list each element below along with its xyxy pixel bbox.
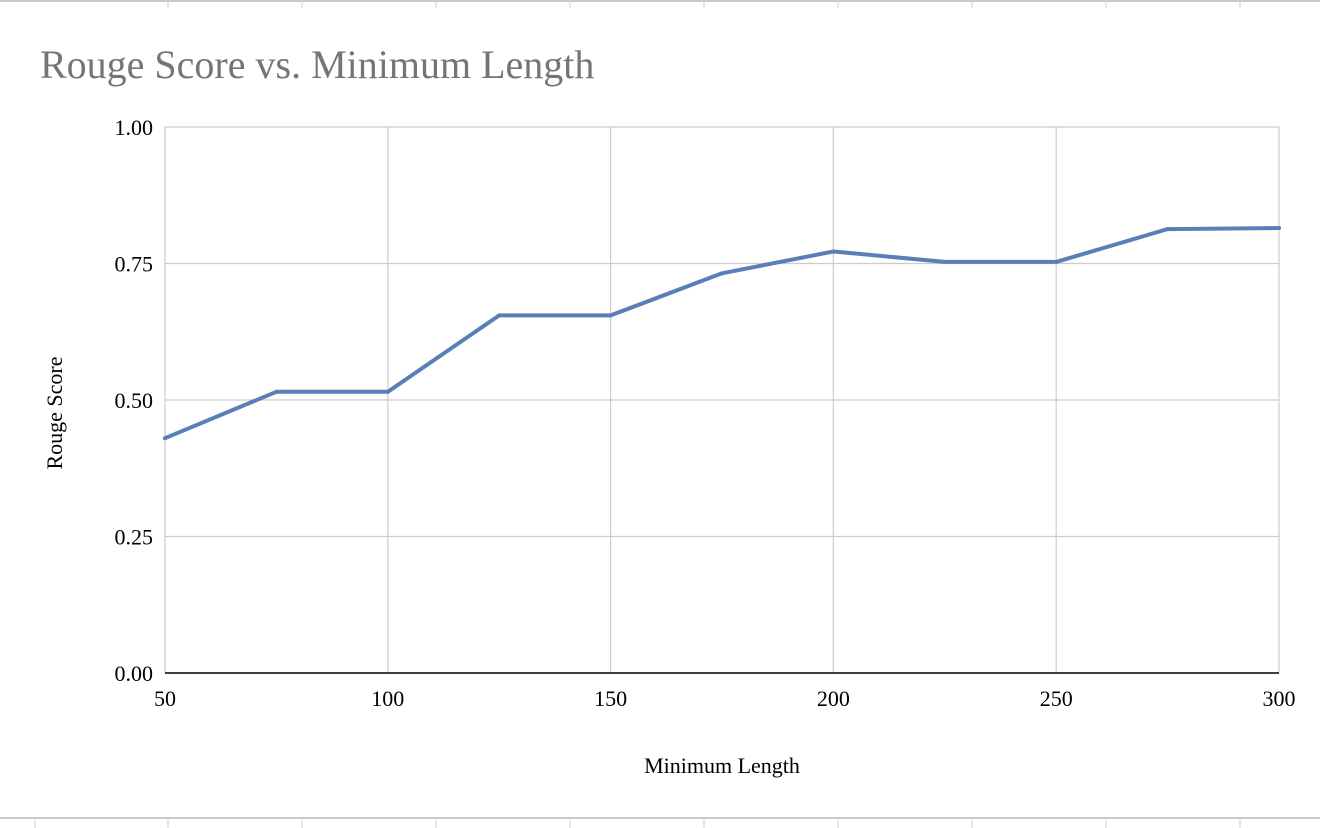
data-point [385, 389, 390, 394]
cell-divider-stubs [34, 0, 1241, 828]
data-point [163, 436, 167, 441]
data-point [1054, 259, 1059, 264]
x-tick-label: 300 [1263, 686, 1296, 711]
x-axis-label: Minimum Length [644, 753, 800, 778]
y-tick-label: 0.50 [115, 388, 154, 413]
x-tick-label: 100 [371, 686, 404, 711]
data-point [497, 313, 502, 318]
data-point [1165, 227, 1170, 232]
data-point [720, 271, 724, 276]
y-tick-label: 1.00 [115, 115, 154, 140]
gridlines [164, 126, 1280, 674]
y-tick-label: 0.25 [115, 525, 154, 550]
x-tick-label: 250 [1040, 686, 1073, 711]
x-tick-label: 50 [154, 686, 176, 711]
data-point [1277, 226, 1281, 231]
y-tick-labels: 0.00 0.25 0.50 0.75 1.00 [115, 115, 154, 686]
data-point [274, 389, 279, 394]
x-tick-label: 150 [594, 686, 627, 711]
x-tick-labels: 50 100 150 200 250 300 [154, 686, 1296, 711]
chart-title: Rouge Score vs. Minimum Length [40, 42, 594, 87]
y-tick-label: 0.75 [115, 252, 154, 277]
series-line-0 [163, 226, 1281, 441]
series-layer [163, 226, 1281, 441]
data-point [608, 313, 613, 318]
y-tick-label: 0.00 [115, 661, 154, 686]
x-tick-label: 200 [817, 686, 850, 711]
y-axis-label: Rouge Score [42, 356, 67, 469]
data-point [942, 259, 947, 264]
data-point [831, 249, 836, 254]
